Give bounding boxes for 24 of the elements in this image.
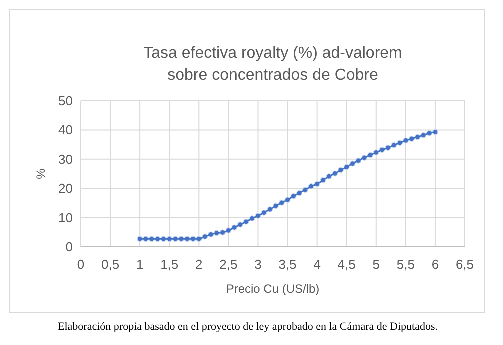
x-tick-label: 3: [254, 257, 262, 272]
text: Elaboración propia basado en el proyecto de ley aprobado en la Cámara de Diputados.: [58, 321, 438, 333]
y-axis-title: %: [34, 168, 48, 180]
y-tick-label: 40: [58, 122, 73, 138]
x-axis-title: Precio Cu (US/lb): [226, 282, 320, 296]
x-tick-label: 4,5: [338, 257, 356, 272]
y-tick-label: 30: [58, 152, 73, 167]
chart-title: Tasa efectiva royalty (%) ad-valorem sobre concentrados de Cobre: [144, 45, 402, 84]
x-tick-label: 3,5: [278, 257, 297, 272]
x-tick-label: 6,5: [456, 257, 474, 272]
y-tick-label: 10: [58, 210, 73, 226]
x-tick-label: 0,5: [102, 257, 120, 272]
x-tick-label: 1,5: [160, 257, 179, 272]
y-tick-label: 50: [58, 94, 73, 108]
x-tick-label: 5: [372, 257, 380, 272]
x-tick-label: 1: [136, 257, 144, 272]
x-tick-label: 4: [314, 257, 321, 272]
y-tick-label: 0: [66, 240, 73, 254]
x-tick-label: 6: [432, 257, 440, 272]
x-tick-label: 5,5: [396, 257, 415, 272]
x-tick-label: 0: [77, 257, 85, 272]
x-tick-label: 2: [196, 257, 203, 272]
y-tick-label: 20: [58, 181, 73, 196]
x-tick-label: 2,5: [220, 257, 238, 272]
